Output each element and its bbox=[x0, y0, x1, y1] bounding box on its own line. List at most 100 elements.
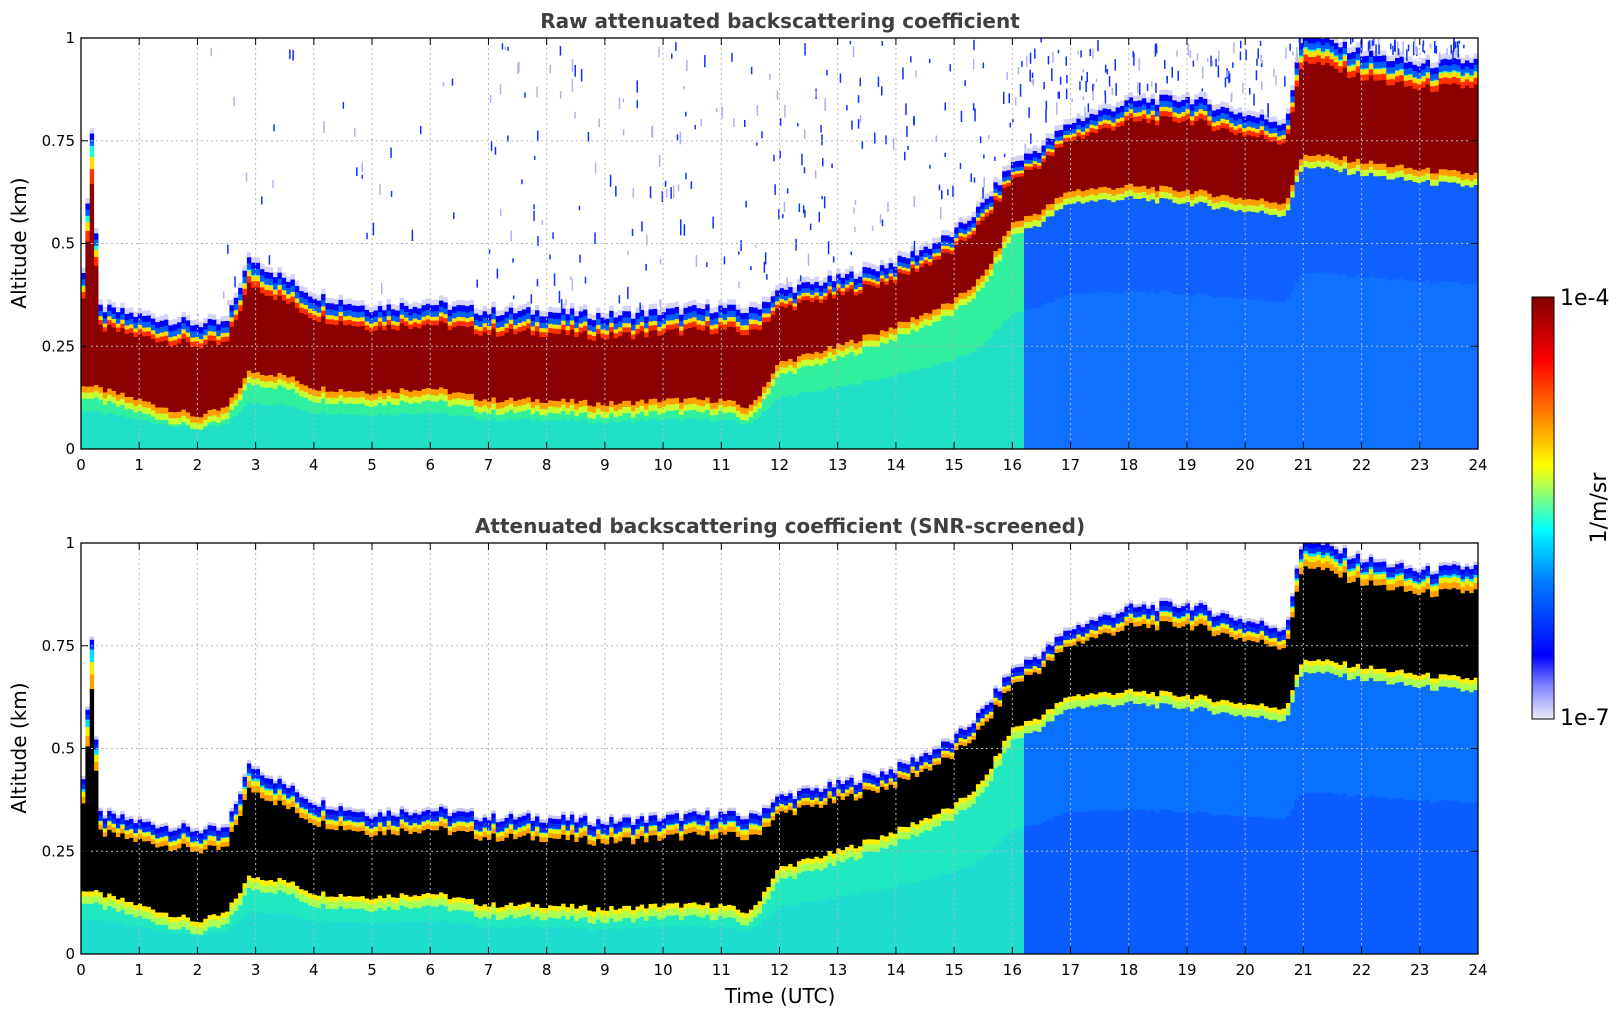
heatmap-cell bbox=[308, 290, 313, 297]
noise-speckle bbox=[970, 173, 972, 182]
heatmap-cell bbox=[85, 709, 91, 715]
heatmap-cell bbox=[1368, 85, 1374, 161]
heatmap-cell bbox=[1473, 72, 1478, 78]
heatmap-cell bbox=[875, 334, 881, 341]
noise-speckle bbox=[801, 153, 803, 166]
heatmap-cell bbox=[1303, 272, 1309, 449]
heatmap-cell bbox=[246, 763, 252, 769]
heatmap-cell bbox=[945, 229, 951, 236]
heatmap-cell bbox=[757, 417, 763, 449]
heatmap-cell bbox=[556, 312, 562, 320]
heatmap-cell bbox=[98, 411, 104, 449]
heatmap-cell bbox=[997, 197, 1003, 202]
heatmap-cell bbox=[1325, 38, 1331, 43]
heatmap-cell bbox=[1408, 167, 1414, 174]
heatmap-cell bbox=[1032, 225, 1038, 309]
heatmap-cell bbox=[129, 396, 134, 404]
heatmap-cell bbox=[1460, 173, 1466, 181]
heatmap-cell bbox=[831, 360, 837, 389]
heatmap-cell bbox=[81, 543, 86, 776]
heatmap-cell bbox=[124, 830, 130, 835]
heatmap-cell bbox=[1460, 179, 1466, 187]
heatmap-cell bbox=[452, 317, 458, 323]
heatmap-cell bbox=[792, 373, 798, 397]
heatmap-cell bbox=[744, 38, 750, 308]
heatmap-cell bbox=[233, 819, 239, 826]
heatmap-cell bbox=[975, 284, 981, 292]
heatmap-cell bbox=[421, 412, 427, 449]
heatmap-cell bbox=[1368, 45, 1374, 51]
heatmap-cell bbox=[1329, 273, 1335, 449]
heatmap-cell bbox=[377, 413, 383, 449]
heatmap-cell bbox=[1377, 90, 1383, 164]
heatmap-cell bbox=[216, 920, 222, 929]
heatmap-cell bbox=[919, 321, 925, 328]
noise-speckle bbox=[818, 211, 821, 215]
heatmap-cell bbox=[321, 398, 327, 412]
heatmap-cell bbox=[242, 799, 248, 811]
heatmap-cell bbox=[81, 895, 86, 904]
heatmap-cell bbox=[107, 304, 113, 311]
heatmap-cell bbox=[142, 831, 148, 833]
heatmap-cell bbox=[508, 38, 514, 303]
heatmap-cell bbox=[133, 833, 139, 838]
heatmap-cell bbox=[1355, 274, 1361, 449]
heatmap-cell bbox=[1438, 181, 1444, 282]
heatmap-cell bbox=[207, 845, 213, 855]
heatmap-cell bbox=[155, 321, 161, 329]
heatmap-cell bbox=[207, 421, 213, 426]
heatmap-cell bbox=[185, 412, 191, 419]
noise-speckle bbox=[1139, 84, 1141, 96]
heatmap-cell bbox=[1333, 79, 1339, 158]
heatmap-cell bbox=[469, 304, 475, 312]
heatmap-cell bbox=[1464, 184, 1470, 284]
heatmap-cell bbox=[286, 298, 292, 305]
heatmap-cell bbox=[495, 408, 501, 416]
heatmap-cell bbox=[818, 38, 824, 281]
heatmap-cell bbox=[731, 304, 737, 311]
heatmap-cell bbox=[155, 327, 161, 334]
heatmap-cell bbox=[770, 373, 776, 380]
heatmap-cell bbox=[172, 933, 178, 954]
heatmap-cell bbox=[107, 810, 113, 816]
heatmap-cell bbox=[408, 38, 414, 304]
heatmap-cell bbox=[1425, 77, 1431, 85]
heatmap-cell bbox=[1294, 86, 1300, 97]
heatmap-cell bbox=[94, 744, 100, 750]
heatmap-cell bbox=[975, 220, 981, 225]
heatmap-cell bbox=[1063, 147, 1069, 193]
heatmap-cell bbox=[1237, 112, 1243, 119]
heatmap-cell bbox=[1019, 38, 1025, 156]
heatmap-cell bbox=[137, 418, 143, 449]
heatmap-cell bbox=[884, 280, 890, 285]
heatmap-cell bbox=[491, 323, 497, 329]
heatmap-cell bbox=[98, 820, 104, 822]
heatmap-cell bbox=[583, 309, 589, 316]
heatmap-cell bbox=[718, 335, 724, 399]
heatmap-cell bbox=[596, 414, 602, 422]
heatmap-cell bbox=[1316, 160, 1322, 167]
heatmap-cell bbox=[94, 894, 100, 903]
heatmap-cell bbox=[893, 334, 898, 342]
heatmap-cell bbox=[543, 408, 549, 416]
x-tick-label: 12 bbox=[770, 456, 789, 474]
heatmap-cell bbox=[639, 304, 645, 310]
heatmap-cell bbox=[818, 352, 824, 360]
heatmap-cell bbox=[190, 851, 196, 861]
heatmap-cell bbox=[264, 284, 270, 286]
heatmap-cell bbox=[1146, 96, 1152, 103]
heatmap-cell bbox=[1198, 91, 1204, 98]
heatmap-cell bbox=[211, 414, 217, 422]
heatmap-cell bbox=[89, 543, 95, 637]
noise-speckle bbox=[390, 191, 393, 197]
heatmap-cell bbox=[1264, 118, 1270, 126]
heatmap-cell bbox=[539, 408, 545, 416]
heatmap-cell bbox=[1425, 280, 1431, 449]
heatmap-cell bbox=[648, 418, 654, 449]
heatmap-cell bbox=[94, 245, 100, 250]
noise-speckle bbox=[292, 50, 294, 61]
heatmap-cell bbox=[1329, 45, 1335, 53]
heatmap-cell bbox=[412, 334, 418, 391]
heatmap-cell bbox=[1085, 123, 1091, 129]
heatmap-cell bbox=[875, 281, 881, 285]
